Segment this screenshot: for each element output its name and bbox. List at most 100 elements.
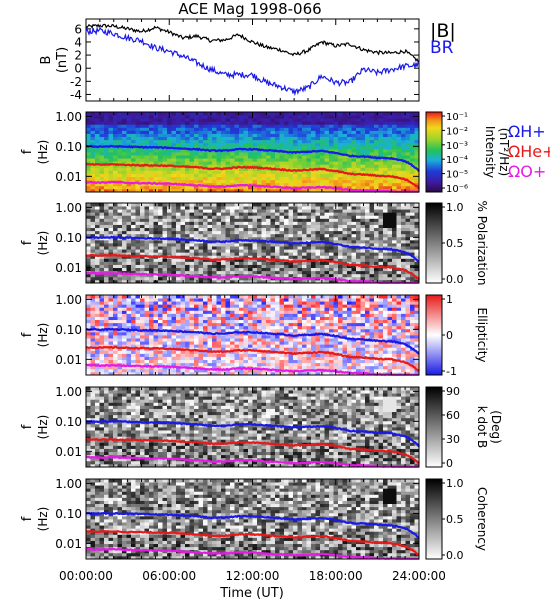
heatmap-cell [293,167,298,171]
heatmap-cell [90,133,96,138]
heatmap-cell [167,319,172,324]
heatmap-cell [104,155,109,159]
heatmap-cell [333,118,339,122]
heatmap-cell [221,224,226,229]
heatmap-cell [113,249,118,253]
heatmap-cell [113,209,118,213]
heatmap-cell [257,258,262,262]
heatmap-cell [414,218,420,222]
heatmap-cell [360,161,366,165]
heatmap-cell [365,230,370,235]
heatmap-cell [365,203,370,207]
heatmap-cell [288,152,294,156]
heatmap-cell [315,236,321,241]
heatmap-cell [167,121,172,125]
heatmap-cell [329,279,334,284]
heatmap-cell [225,233,231,238]
heatmap-cell [207,136,213,141]
heatmap-cell [207,273,213,278]
heatmap-cell [378,215,384,219]
heatmap-cell [189,258,195,262]
heatmap-cell [135,148,141,153]
heatmap-cell [207,356,213,361]
heatmap-cell [392,127,397,131]
heatmap-cell [333,227,339,232]
heatmap-cell [320,115,325,119]
heatmap-cell [365,273,370,278]
heatmap-cell [230,158,235,162]
heatmap-cell [180,139,186,144]
heatmap-cell [374,252,379,256]
heatmap-cell [122,368,127,373]
heatmap-cell [117,212,123,216]
heatmap-cell [306,136,312,141]
heatmap-cell [135,167,141,171]
heatmap-cell [131,338,136,342]
heatmap-cell [162,115,168,119]
heatmap-cell [198,322,204,327]
heatmap-cell [104,127,109,131]
heatmap-cell [189,359,195,364]
heatmap-cell [401,276,406,281]
heatmap-cell [95,161,100,165]
heatmap-cell [126,118,132,122]
heatmap-cell [180,145,186,150]
heatmap-cell [378,115,384,119]
heatmap-cell [135,304,141,308]
heatmap-cell [90,276,96,281]
heatmap-cell [405,233,411,238]
heatmap-cell [117,176,123,181]
heatmap-cell [293,155,298,159]
heatmap-cell [86,295,91,299]
heatmap-cell [117,365,123,370]
heatmap-cell [252,270,258,275]
heatmap-cell [293,227,298,232]
heatmap-cell [270,182,276,187]
heatmap-cell [158,310,163,314]
heatmap-cell [194,206,199,210]
heatmap-cell [252,212,258,216]
heatmap-cell [270,155,276,159]
heatmap-cell [225,236,231,241]
heatmap-cell [140,130,145,134]
heatmap-cell [144,316,150,321]
heatmap-cell [347,145,352,150]
heatmap-cell [315,145,321,150]
heatmap-cell [342,258,348,262]
heatmap-cell [378,182,384,187]
heatmap-cell [140,353,145,357]
heatmap-cell [113,331,118,336]
heatmap-cell [239,212,244,216]
heatmap-cell [252,155,258,159]
heatmap-cell [378,203,384,207]
heatmap-cell [396,136,402,141]
heatmap-cell [356,139,361,144]
heatmap-cell [234,155,240,159]
heatmap-cell [90,230,96,235]
heatmap-cell [162,270,168,275]
heatmap-cell [405,255,411,259]
heatmap-cell [387,115,393,119]
heatmap-cell [207,221,213,225]
heatmap-cell [243,264,249,269]
colorbar-tick-label: 10⁻⁶ [446,184,468,195]
heatmap-cell [212,270,217,275]
heatmap-cell [212,218,217,222]
heatmap-cell [144,313,150,317]
heatmap-cell [338,173,343,178]
heatmap-cell [293,130,298,134]
heatmap-cell [365,270,370,275]
heatmap-cell [90,127,96,131]
heatmap-cell [135,322,141,327]
heatmap-cell [351,127,357,131]
heatmap-cell [207,298,213,302]
heatmap-cell [401,261,406,265]
heatmap-cell [122,206,127,210]
heatmap-cell [338,273,343,278]
heatmap-cell [270,218,276,222]
heatmap-cell [194,371,199,376]
heatmap-cell [252,224,258,229]
heatmap-cell [207,295,213,299]
heatmap-cell [144,298,150,302]
magnetic-field-series [85,23,420,97]
